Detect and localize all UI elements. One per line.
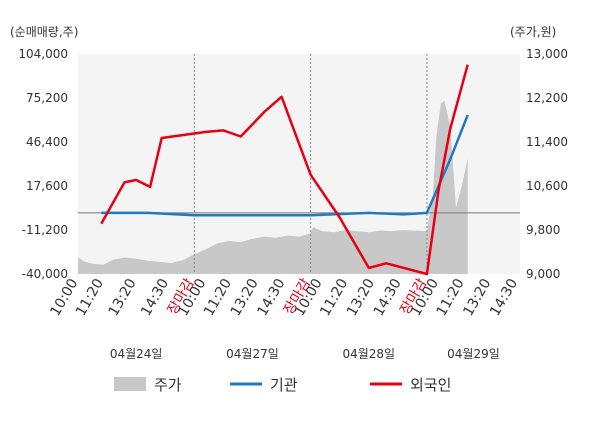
left-tick-label: 75,200	[26, 91, 68, 105]
right-axis-ticks: 13,000 12,200 11,400 10,600 9,800 9,000	[526, 47, 568, 281]
right-tick-label: 10,600	[526, 179, 568, 193]
right-tick-label: 12,200	[526, 91, 568, 105]
legend: 주가 기관 외국인	[114, 376, 451, 394]
right-axis-unit: (주가,원)	[510, 25, 556, 39]
day-label: 04월24일	[110, 347, 163, 361]
legend-swatch-price	[114, 377, 146, 391]
left-tick-label: -40,000	[22, 267, 68, 281]
day-label: 04월28일	[342, 347, 395, 361]
x-tick-label: 14:30	[371, 276, 405, 319]
left-tick-label: 104,000	[18, 47, 68, 61]
plot-area	[78, 54, 520, 276]
x-tick-label: 14:30	[254, 276, 288, 319]
right-tick-label: 13,000	[526, 47, 568, 61]
right-tick-label: 11,400	[526, 135, 568, 149]
left-tick-label: -11,200	[22, 223, 68, 237]
day-labels: 04월24일 04월27일 04월28일 04월29일	[110, 347, 500, 361]
x-axis-ticks: 10:0011:2013:2014:30장마감10:0011:2013:2014…	[47, 276, 521, 319]
x-tick-label: 13:20	[106, 276, 140, 319]
series-line-외국인	[100, 64, 469, 276]
day-label: 04월27일	[226, 347, 279, 361]
legend-label: 기관	[270, 376, 298, 394]
legend-label: 주가	[154, 376, 182, 394]
left-tick-label: 17,600	[26, 179, 68, 193]
left-axis-ticks: 104,000 75,200 46,400 17,600 -11,200 -40,000	[18, 47, 68, 281]
right-tick-label: 9,000	[526, 267, 560, 281]
x-tick-label: 14:30	[487, 276, 521, 319]
x-tick-label: 14:30	[138, 276, 172, 319]
right-tick-label: 9,800	[526, 223, 560, 237]
day-label: 04월29일	[447, 347, 500, 361]
left-axis-unit: (순매매량,주)	[10, 25, 78, 39]
legend-label: 외국인	[410, 376, 451, 394]
left-tick-label: 46,400	[26, 135, 68, 149]
